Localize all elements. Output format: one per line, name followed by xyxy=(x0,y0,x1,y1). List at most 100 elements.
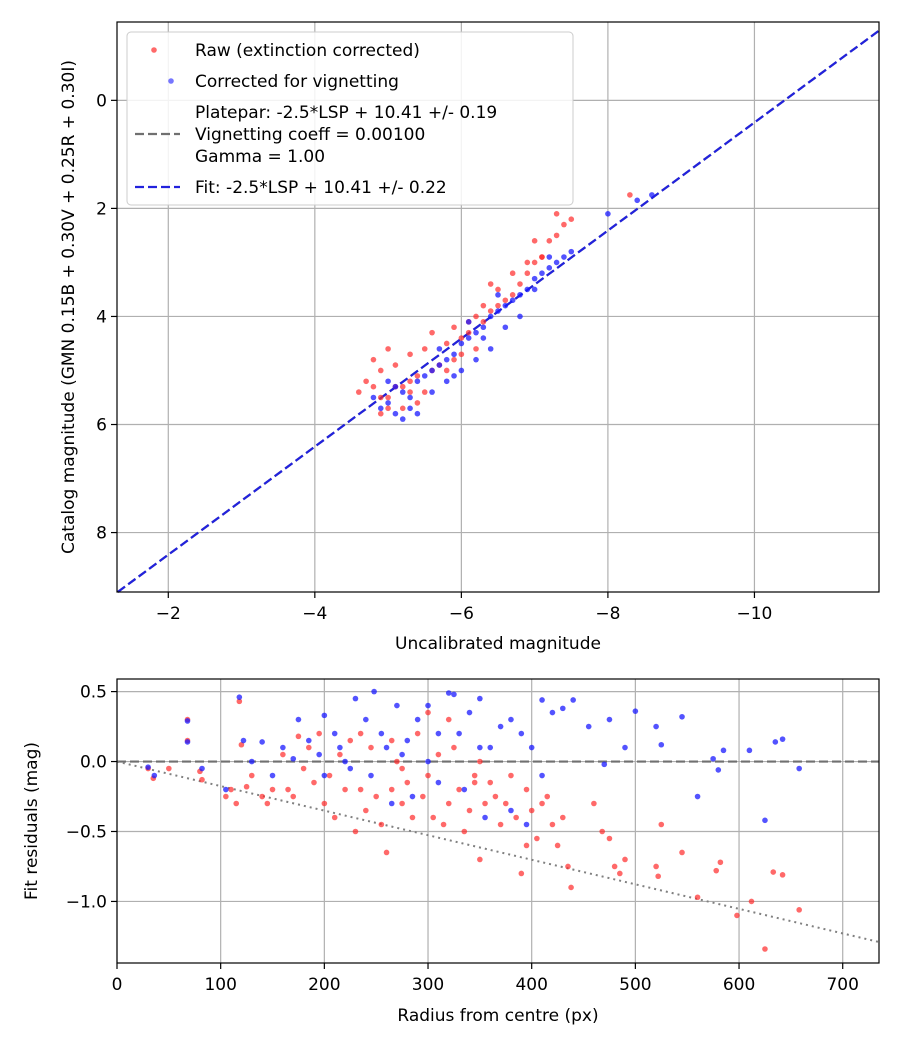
residuals-raw-point xyxy=(373,793,379,800)
residuals-raw-point xyxy=(779,872,786,878)
residuals-raw-point xyxy=(713,867,720,874)
residuals-corrected-point xyxy=(368,772,374,779)
calibration-corrected-point xyxy=(436,362,443,368)
residuals-corrected-point xyxy=(280,744,286,751)
calibration-corrected-point xyxy=(561,254,567,260)
calibration-y-tick-label: 8 xyxy=(96,524,107,544)
calibration-corrected-point xyxy=(458,367,465,374)
residuals-raw-point xyxy=(606,835,613,842)
calibration-raw-point xyxy=(407,378,413,385)
residuals-corrected-point xyxy=(456,730,462,737)
residuals-corrected-point xyxy=(248,758,255,765)
calibration-corrected-point xyxy=(502,302,509,309)
calibration-raw-point xyxy=(407,351,413,358)
calibration-corrected-point xyxy=(531,275,538,282)
calibration-raw-point xyxy=(487,308,494,314)
calibration-raw-point xyxy=(517,281,523,287)
calibration-raw-point xyxy=(480,302,487,309)
residuals-raw-point xyxy=(321,800,328,807)
residuals-raw-point xyxy=(300,765,307,772)
residuals-raw-point xyxy=(357,786,364,793)
residuals-corrected-point xyxy=(236,694,243,700)
legend-gamma-label: Gamma = 1.00 xyxy=(195,147,325,167)
residuals-corrected-point xyxy=(240,737,247,744)
residuals-raw-point xyxy=(655,873,661,880)
residuals-raw-point xyxy=(611,863,618,870)
residuals-raw-point xyxy=(248,772,255,779)
calibration-raw-point xyxy=(385,394,391,401)
calibration-corrected-point xyxy=(429,367,435,374)
calibration-raw-point xyxy=(524,270,531,277)
residuals-x-axis-title: Radius from centre (px) xyxy=(397,1006,598,1026)
residuals-raw-point xyxy=(331,814,338,821)
calibration-raw-point xyxy=(627,192,633,198)
residuals-points xyxy=(145,688,802,952)
residuals-corrected-point xyxy=(347,765,354,772)
calibration-corrected-point xyxy=(553,259,560,266)
residuals-x-tick-label: 0 xyxy=(112,975,123,995)
residuals-corrected-point xyxy=(549,709,556,716)
calibration-raw-point xyxy=(370,383,377,390)
residuals-raw-point xyxy=(559,814,566,821)
residuals-corrected-point xyxy=(779,736,786,742)
residuals-raw-point xyxy=(568,884,574,891)
residuals-y-axis-title: Fit residuals (mag) xyxy=(22,742,42,900)
calibration-corrected-point xyxy=(465,335,472,341)
calibration-raw-point xyxy=(495,302,501,309)
calibration-y-tick-label: 4 xyxy=(96,307,107,327)
calibration-raw-point xyxy=(487,281,494,287)
residuals-raw-point xyxy=(316,730,322,737)
calibration-x-tick-label: −2 xyxy=(156,604,181,624)
residuals-corrected-point xyxy=(404,737,411,744)
calibration-corrected-point xyxy=(392,383,399,390)
residuals-raw-point xyxy=(440,821,447,828)
calibration-y-ticks: 0 2 4 6 8 xyxy=(96,91,117,544)
residuals-corrected-point xyxy=(487,744,494,751)
residuals-raw-point xyxy=(796,907,802,913)
calibration-plot: −2 −4 −6 −8 −10 0 2 4 6 8 Uncalibrated magnitude… xyxy=(59,21,880,654)
calibration-raw-point xyxy=(377,367,384,374)
calibration-corrected-point xyxy=(414,378,421,385)
residuals-raw-point xyxy=(523,786,530,793)
residuals-y-tick-label: 0.0 xyxy=(80,753,107,773)
residuals-raw-point xyxy=(694,894,701,901)
residuals-raw-point xyxy=(518,870,525,877)
residuals-raw-point xyxy=(554,842,561,849)
residuals-raw-point xyxy=(599,828,605,835)
residuals-raw-point xyxy=(352,828,359,835)
calibration-x-tick-label: −10 xyxy=(736,604,772,624)
residuals-raw-point xyxy=(461,828,468,835)
calibration-corrected-point xyxy=(495,292,501,298)
calibration-corrected-point xyxy=(385,400,391,406)
calibration-corrected-point xyxy=(473,356,479,363)
calibration-raw-point xyxy=(553,211,560,217)
legend-box xyxy=(126,31,574,206)
calibration-corrected-point xyxy=(495,308,501,314)
calibration-plot-frame xyxy=(116,21,880,593)
calibration-raw-point xyxy=(385,346,391,352)
calibration-corrected-point xyxy=(465,319,472,325)
calibration-corrected-point xyxy=(517,292,523,298)
calibration-corrected-point xyxy=(634,197,641,204)
residuals-x-ticks: 0 100 200 300 400 500 600 700 xyxy=(112,963,859,995)
calibration-corrected-point xyxy=(392,410,399,417)
residuals-raw-point xyxy=(471,772,478,779)
residuals-raw-point xyxy=(653,863,659,870)
residuals-raw-point xyxy=(734,912,740,919)
residuals-corrected-point xyxy=(394,702,400,709)
residuals-corrected-point xyxy=(720,747,727,754)
calibration-raw-point xyxy=(509,292,516,298)
residuals-raw-point xyxy=(394,758,400,765)
calibration-raw-point xyxy=(421,389,428,395)
calibration-raw-point xyxy=(377,394,384,401)
calibration-corrected-point xyxy=(487,313,494,320)
residuals-raw-point xyxy=(285,786,291,793)
residuals-x-tick-label: 100 xyxy=(204,975,236,995)
residuals-raw-point xyxy=(363,807,369,814)
residuals-raw-point xyxy=(305,744,312,751)
residuals-x-tick-label: 200 xyxy=(308,975,340,995)
residuals-corrected-point xyxy=(772,739,779,745)
calibration-corrected-point xyxy=(517,313,523,320)
residuals-corrected-point xyxy=(145,764,151,770)
calibration-corrected-point xyxy=(443,356,450,363)
